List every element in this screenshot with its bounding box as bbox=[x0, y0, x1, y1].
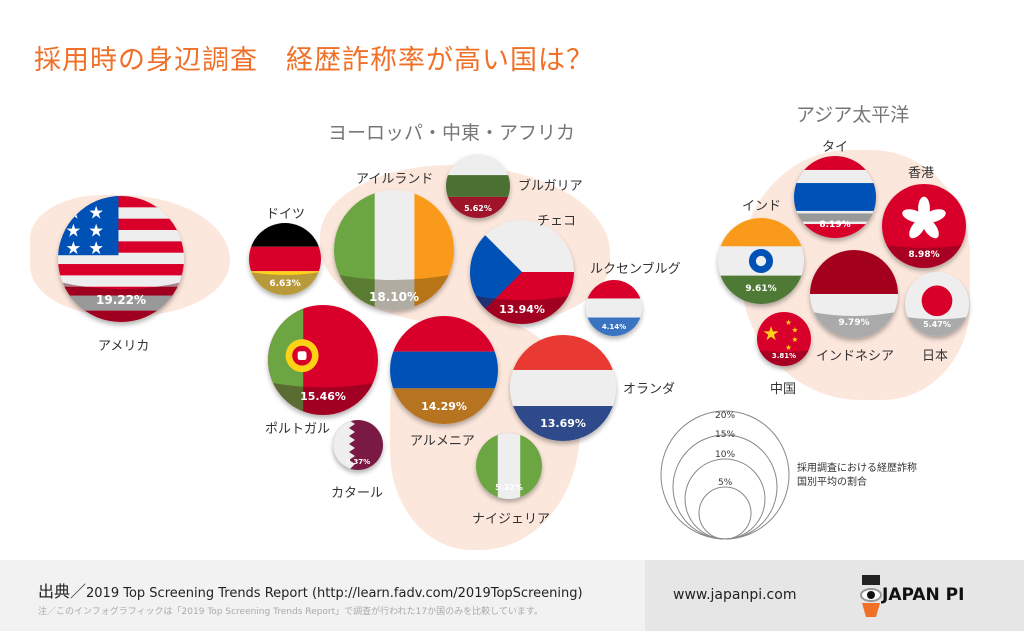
eye-logo-icon bbox=[860, 575, 882, 617]
pct-nigeria: 5.32% bbox=[495, 483, 523, 492]
legend-caption: 採用調査における経歴詐称 国別平均の割合 bbox=[797, 463, 917, 488]
label-luxembourg: ルクセンブルグ bbox=[590, 262, 681, 277]
pct-usa: 19.22% bbox=[96, 293, 146, 307]
svg-text:★: ★ bbox=[785, 318, 792, 327]
label-germany: ドイツ bbox=[266, 207, 306, 222]
flag-qatar: 3.37% bbox=[333, 420, 383, 470]
svg-text:★: ★ bbox=[792, 335, 799, 344]
flag-netherlands: 13.69% bbox=[510, 335, 616, 441]
label-portugal: ポルトガル bbox=[265, 422, 331, 437]
flag-luxembourg: 4.14% bbox=[586, 280, 642, 336]
pct-japan: 5.47% bbox=[923, 320, 951, 329]
label-qatar: カタール bbox=[331, 486, 384, 501]
label-armenia: アルメニア bbox=[410, 434, 475, 449]
pct-hongkong: 8.98% bbox=[908, 250, 940, 260]
size-legend bbox=[660, 410, 790, 540]
page-title: 採用時の身辺調査 経歴詐称率が高い国は？ bbox=[34, 45, 594, 76]
svg-text:★: ★ bbox=[88, 221, 104, 241]
label-ireland: アイルランド bbox=[356, 172, 434, 187]
thailand-flag-icon bbox=[794, 156, 876, 238]
svg-text:★: ★ bbox=[66, 239, 82, 259]
pct-luxembourg: 4.14% bbox=[601, 323, 627, 331]
flag-indonesia: 9.79% bbox=[810, 250, 898, 338]
flag-usa: ★★★★★★ 19.22% bbox=[58, 196, 184, 322]
pct-indonesia: 9.79% bbox=[838, 318, 870, 328]
flag-armenia: 14.29% bbox=[390, 316, 498, 424]
qatar-flag-icon bbox=[333, 420, 383, 470]
legend-ring-20: 20% bbox=[715, 411, 736, 421]
portugal-flag-icon bbox=[268, 305, 378, 415]
label-thailand: タイ bbox=[822, 140, 849, 155]
flag-india: 9.61% bbox=[718, 218, 804, 304]
pct-bulgaria: 5.62% bbox=[464, 204, 492, 213]
pct-china: 3.81% bbox=[771, 352, 797, 360]
pct-thailand: 8.19% bbox=[819, 220, 851, 230]
svg-text:★: ★ bbox=[66, 221, 82, 241]
label-bulgaria: ブルガリア bbox=[518, 179, 583, 194]
flag-china: ★ ★ ★ ★ ★ 3.81% bbox=[757, 312, 811, 366]
source-citation: 出典／2019 Top Screening Trends Report (htt… bbox=[38, 582, 583, 601]
pct-portugal: 15.46% bbox=[300, 390, 346, 403]
region-label-asia: アジア太平洋 bbox=[796, 104, 910, 126]
indonesia-flag-icon bbox=[810, 250, 898, 338]
flag-japan: 5.47% bbox=[905, 272, 969, 336]
svg-text:★: ★ bbox=[785, 343, 792, 352]
flag-nigeria: 5.32% bbox=[476, 433, 542, 499]
ireland-flag-icon bbox=[334, 190, 454, 310]
legend-ring-10: 10% bbox=[715, 450, 736, 460]
pct-armenia: 14.29% bbox=[421, 400, 467, 413]
bulgaria-flag-icon bbox=[446, 154, 510, 218]
hongkong-flag-icon bbox=[882, 184, 966, 268]
pct-india: 9.61% bbox=[745, 284, 777, 294]
label-netherlands: オランダ bbox=[623, 382, 676, 397]
legend-ring-15: 15% bbox=[715, 430, 736, 440]
flag-portugal: 15.46% bbox=[268, 305, 378, 415]
footer-note: 注／このインフォグラフィックは「2019 Top Screening Trend… bbox=[38, 607, 543, 617]
pct-qatar: 3.37% bbox=[345, 458, 371, 466]
svg-text:★: ★ bbox=[88, 239, 104, 259]
label-india: インド bbox=[742, 199, 782, 214]
usa-flag-icon: ★★★★★★ bbox=[58, 196, 184, 322]
flag-bulgaria: 5.62% bbox=[446, 154, 510, 218]
label-usa: アメリカ bbox=[98, 339, 150, 354]
footer: 出典／2019 Top Screening Trends Report (htt… bbox=[0, 560, 1024, 631]
label-indonesia: インドネシア bbox=[816, 349, 895, 364]
germany-flag-icon bbox=[249, 223, 321, 295]
brand-logo: JAPAN PI bbox=[882, 585, 965, 605]
region-label-europe: ヨーロッパ・中東・アフリカ bbox=[328, 122, 576, 144]
pct-ireland: 18.10% bbox=[369, 290, 419, 304]
label-nigeria: ナイジェリア bbox=[472, 512, 551, 527]
flag-hongkong: 8.98% bbox=[882, 184, 966, 268]
japan-flag-icon bbox=[905, 272, 969, 336]
label-china: 中国 bbox=[770, 382, 797, 397]
flag-thailand: 8.19% bbox=[794, 156, 876, 238]
pct-germany: 6.63% bbox=[269, 279, 301, 289]
pct-netherlands: 13.69% bbox=[540, 417, 586, 430]
luxembourg-flag-icon bbox=[586, 280, 642, 336]
website-link[interactable]: www.japanpi.com bbox=[673, 587, 797, 603]
label-japan: 日本 bbox=[922, 349, 949, 364]
flag-germany: 6.63% bbox=[249, 223, 321, 295]
flag-ireland: 18.10% bbox=[334, 190, 454, 310]
label-hongkong: 香港 bbox=[908, 166, 935, 181]
flag-czech: 13.94% bbox=[470, 220, 574, 324]
nigeria-flag-icon bbox=[476, 433, 542, 499]
china-flag-icon: ★ ★★★★ bbox=[757, 312, 811, 366]
label-czech: チェコ bbox=[537, 214, 577, 229]
pct-czech: 13.94% bbox=[499, 303, 545, 316]
svg-text:★: ★ bbox=[88, 204, 104, 224]
svg-text:★: ★ bbox=[792, 326, 799, 335]
legend-ring-5: 5% bbox=[718, 478, 733, 488]
svg-text:★: ★ bbox=[762, 322, 779, 345]
